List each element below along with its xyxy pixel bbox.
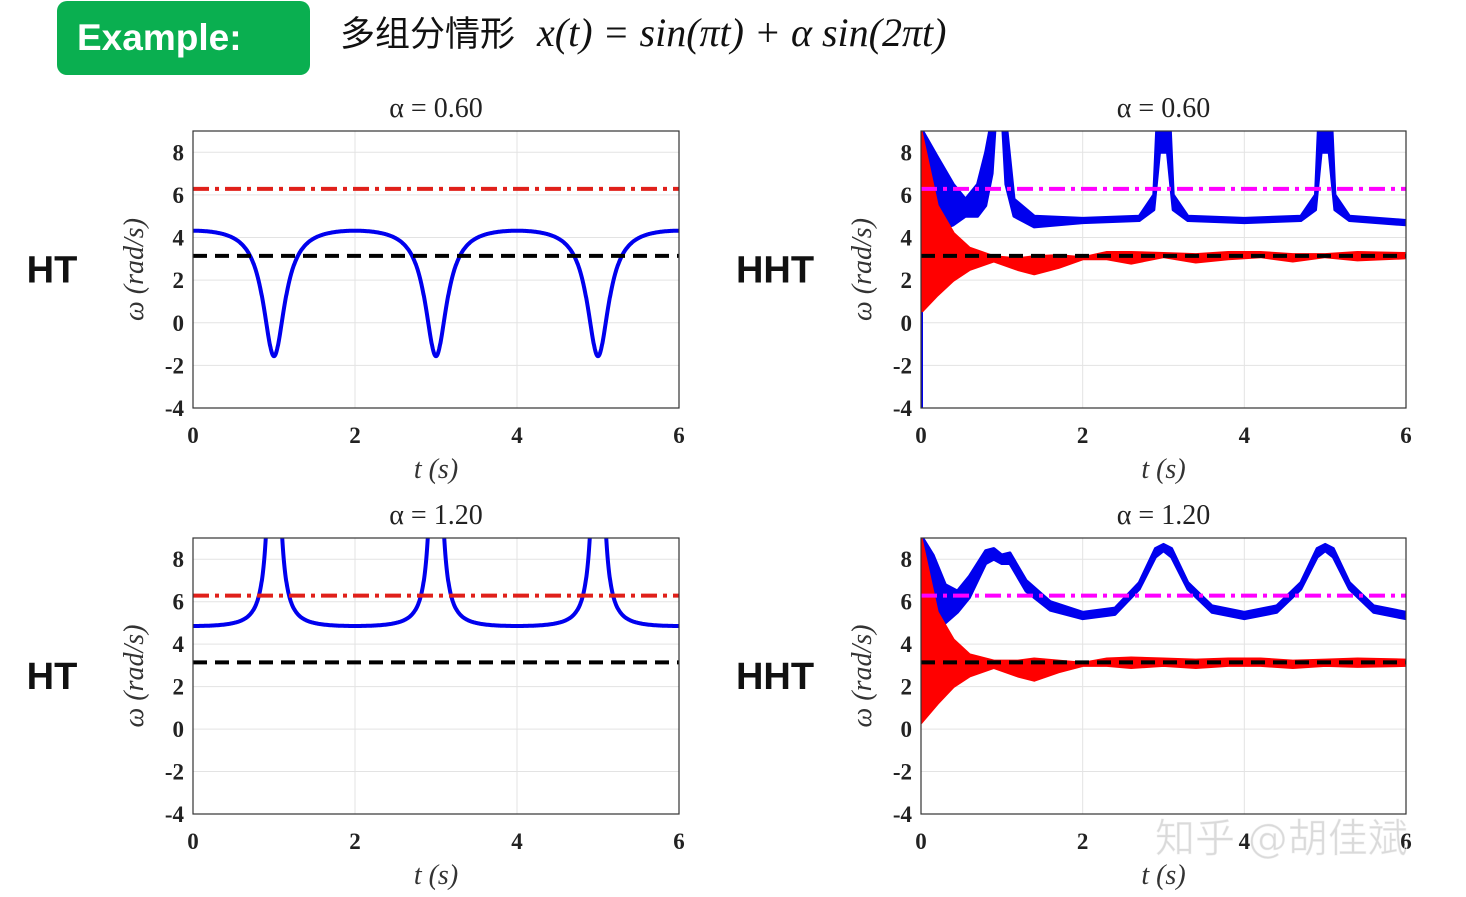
y-tick-label: 8 bbox=[901, 140, 913, 165]
plot-area bbox=[193, 131, 679, 408]
y-axis-label: ω (rad/s) bbox=[847, 625, 878, 728]
plot-area bbox=[193, 538, 679, 814]
example-badge: Example: bbox=[57, 1, 310, 75]
y-tick-label: 2 bbox=[173, 675, 185, 700]
method-label: HHT bbox=[736, 656, 814, 698]
chart-panel-1: 0 2 4 6 -4 -2 0 2 4 6 8 α = 0.60 t (s) ω (rad/s) HT bbox=[27, 93, 685, 485]
hht-red-band bbox=[921, 538, 1406, 725]
y-tick-label: 4 bbox=[173, 226, 185, 251]
y-tick-label: 8 bbox=[173, 140, 185, 165]
x-tick-label: 6 bbox=[673, 829, 685, 854]
y-axis-label: ω (rad/s) bbox=[119, 218, 150, 321]
y-tick-label: 8 bbox=[173, 547, 185, 572]
y-tick-label: 4 bbox=[173, 632, 185, 657]
y-tick-label: -4 bbox=[893, 802, 913, 827]
y-tick-label: 0 bbox=[901, 311, 913, 336]
x-axis-label: t (s) bbox=[1141, 860, 1185, 891]
chart-title: α = 0.60 bbox=[1117, 93, 1210, 124]
plot-area bbox=[921, 131, 1406, 408]
axes-frame bbox=[192, 537, 680, 815]
x-tick-label: 6 bbox=[673, 423, 685, 448]
y-tick-label: 6 bbox=[173, 183, 185, 208]
method-label: HT bbox=[27, 250, 78, 292]
watermark: 知乎 @胡佳斌 bbox=[1155, 816, 1408, 862]
x-tick-label: 6 bbox=[1400, 829, 1412, 854]
x-tick-label: 0 bbox=[187, 423, 199, 448]
title-chinese: 多组分情形 bbox=[340, 15, 516, 55]
x-tick-label: 2 bbox=[1077, 829, 1089, 854]
y-tick-label: -4 bbox=[165, 802, 185, 827]
x-axis-label: t (s) bbox=[414, 454, 458, 485]
y-tick-label: -2 bbox=[893, 760, 912, 785]
x-tick-label: 4 bbox=[1239, 423, 1251, 448]
method-label: HHT bbox=[736, 250, 814, 292]
plot-content bbox=[921, 538, 1406, 725]
chart-title: α = 1.20 bbox=[1117, 500, 1210, 531]
plot-content bbox=[921, 131, 1406, 408]
x-tick-label: 0 bbox=[915, 423, 927, 448]
y-tick-label: 6 bbox=[173, 590, 185, 615]
hht-blue-band bbox=[921, 538, 1406, 625]
x-tick-label: 4 bbox=[1239, 829, 1251, 854]
y-tick-label: 4 bbox=[901, 226, 913, 251]
x-tick-label: 0 bbox=[915, 829, 927, 854]
axes-frame bbox=[920, 537, 1407, 815]
x-tick-label: 4 bbox=[511, 423, 523, 448]
y-tick-label: 2 bbox=[173, 268, 185, 293]
chart-panel-3: 0 2 4 6 -4 -2 0 2 4 6 8 α = 1.20 t (s) ω (rad/s) HT bbox=[27, 500, 685, 891]
axes-frame bbox=[920, 130, 1407, 409]
y-tick-label: 4 bbox=[901, 632, 913, 657]
y-tick-label: -2 bbox=[165, 760, 184, 785]
y-axis-label: ω (rad/s) bbox=[119, 625, 150, 728]
y-tick-label: 8 bbox=[901, 547, 913, 572]
plot-area bbox=[921, 538, 1406, 814]
axes-frame bbox=[192, 130, 680, 409]
x-axis-label: t (s) bbox=[1141, 454, 1185, 485]
y-axis-label: ω (rad/s) bbox=[847, 218, 878, 321]
x-tick-label: 2 bbox=[349, 423, 361, 448]
x-axis-label: t (s) bbox=[414, 860, 458, 891]
y-tick-label: 6 bbox=[901, 183, 913, 208]
plot-content bbox=[193, 538, 679, 665]
y-tick-label: 0 bbox=[173, 717, 185, 742]
y-tick-label: -4 bbox=[893, 396, 913, 421]
x-tick-label: 2 bbox=[1077, 423, 1089, 448]
x-tick-label: 6 bbox=[1400, 423, 1412, 448]
y-tick-label: 0 bbox=[173, 311, 185, 336]
y-tick-label: 6 bbox=[901, 590, 913, 615]
y-tick-label: 2 bbox=[901, 675, 913, 700]
x-tick-label: 0 bbox=[187, 829, 199, 854]
method-label: HT bbox=[27, 656, 78, 698]
x-tick-label: 4 bbox=[511, 829, 523, 854]
y-tick-label: -2 bbox=[165, 353, 184, 378]
chart-title: α = 1.20 bbox=[389, 500, 482, 531]
chart-title: α = 0.60 bbox=[389, 93, 482, 124]
plot-content bbox=[193, 186, 679, 359]
title-formula: x(t) = sin(πt) + α sin(2πt) bbox=[537, 10, 947, 55]
chart-panel-4: 0 2 4 6 -4 -2 0 2 4 6 8 α = 1.20 t (s) ω (rad/s) HHT bbox=[736, 500, 1412, 891]
slide-title: 多组分情形 x(t) = sin(πt) + α sin(2πt) bbox=[340, 6, 946, 57]
y-tick-label: -4 bbox=[165, 396, 185, 421]
ht-frequency-curve bbox=[193, 228, 679, 359]
y-tick-label: 2 bbox=[901, 268, 913, 293]
x-tick-label: 2 bbox=[349, 829, 361, 854]
y-tick-label: -2 bbox=[893, 353, 912, 378]
chart-panel-2: 0 2 4 6 -4 -2 0 2 4 6 8 α = 0.60 t (s) ω (rad/s) HHT bbox=[736, 93, 1412, 485]
y-tick-label: 0 bbox=[901, 717, 913, 742]
hht-blue-band bbox=[921, 131, 1406, 239]
